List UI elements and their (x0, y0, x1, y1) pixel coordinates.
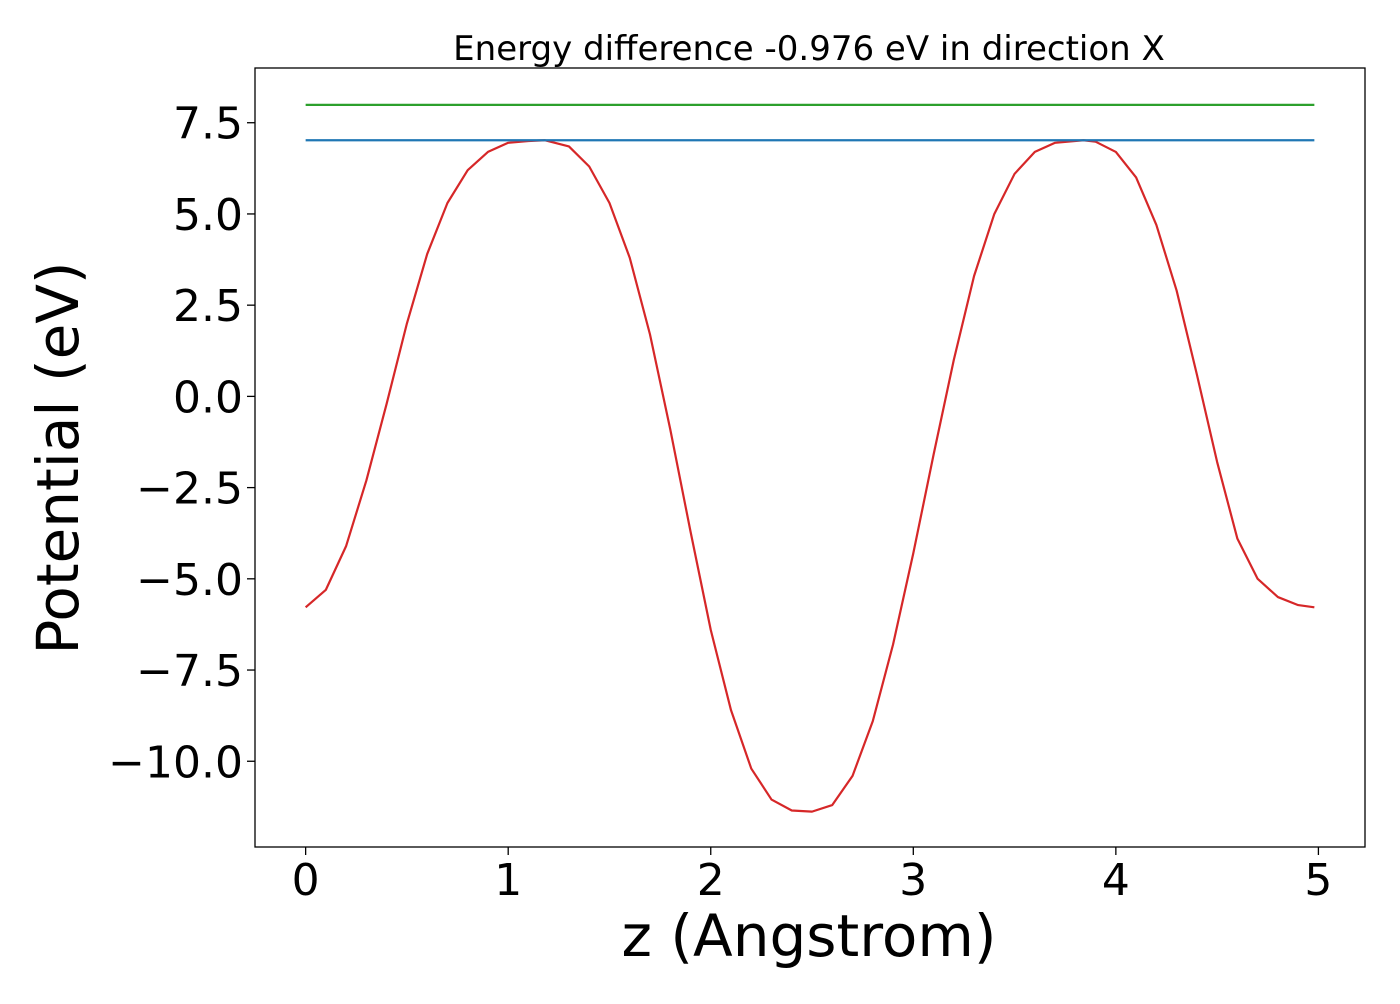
x-axis-label: z (Angstrom) (622, 902, 997, 970)
y-tick-label: −10.0 (108, 737, 243, 788)
y-tick-label: 2.5 (173, 281, 243, 332)
y-axis-label: Potential (eV) (24, 261, 92, 654)
x-tick-label: 1 (494, 855, 522, 906)
x-tick-label: 2 (697, 855, 725, 906)
x-tick-label: 5 (1304, 855, 1332, 906)
y-tick-label: −7.5 (136, 646, 243, 697)
y-tick-label: −5.0 (136, 555, 243, 606)
x-tick-label: 4 (1102, 855, 1130, 906)
x-axis-ticks: 0 1 2 3 4 5 (292, 847, 1332, 906)
x-tick-label: 0 (292, 855, 320, 906)
axes-frame (254, 67, 1366, 848)
chart-title: Energy difference -0.976 eV in direction… (453, 29, 1165, 69)
y-tick-label: 5.0 (173, 190, 243, 241)
y-tick-label: 7.5 (173, 99, 243, 150)
y-axis-ticks: −10.0 −7.5 −5.0 −2.5 0.0 2.5 5.0 7.5 (108, 99, 255, 788)
y-tick-label: 0.0 (173, 372, 243, 423)
y-tick-label: −2.5 (136, 464, 243, 515)
series-line-0 (304, 139, 1315, 813)
x-tick-label: 3 (899, 855, 927, 906)
plot-area (304, 103, 1315, 813)
